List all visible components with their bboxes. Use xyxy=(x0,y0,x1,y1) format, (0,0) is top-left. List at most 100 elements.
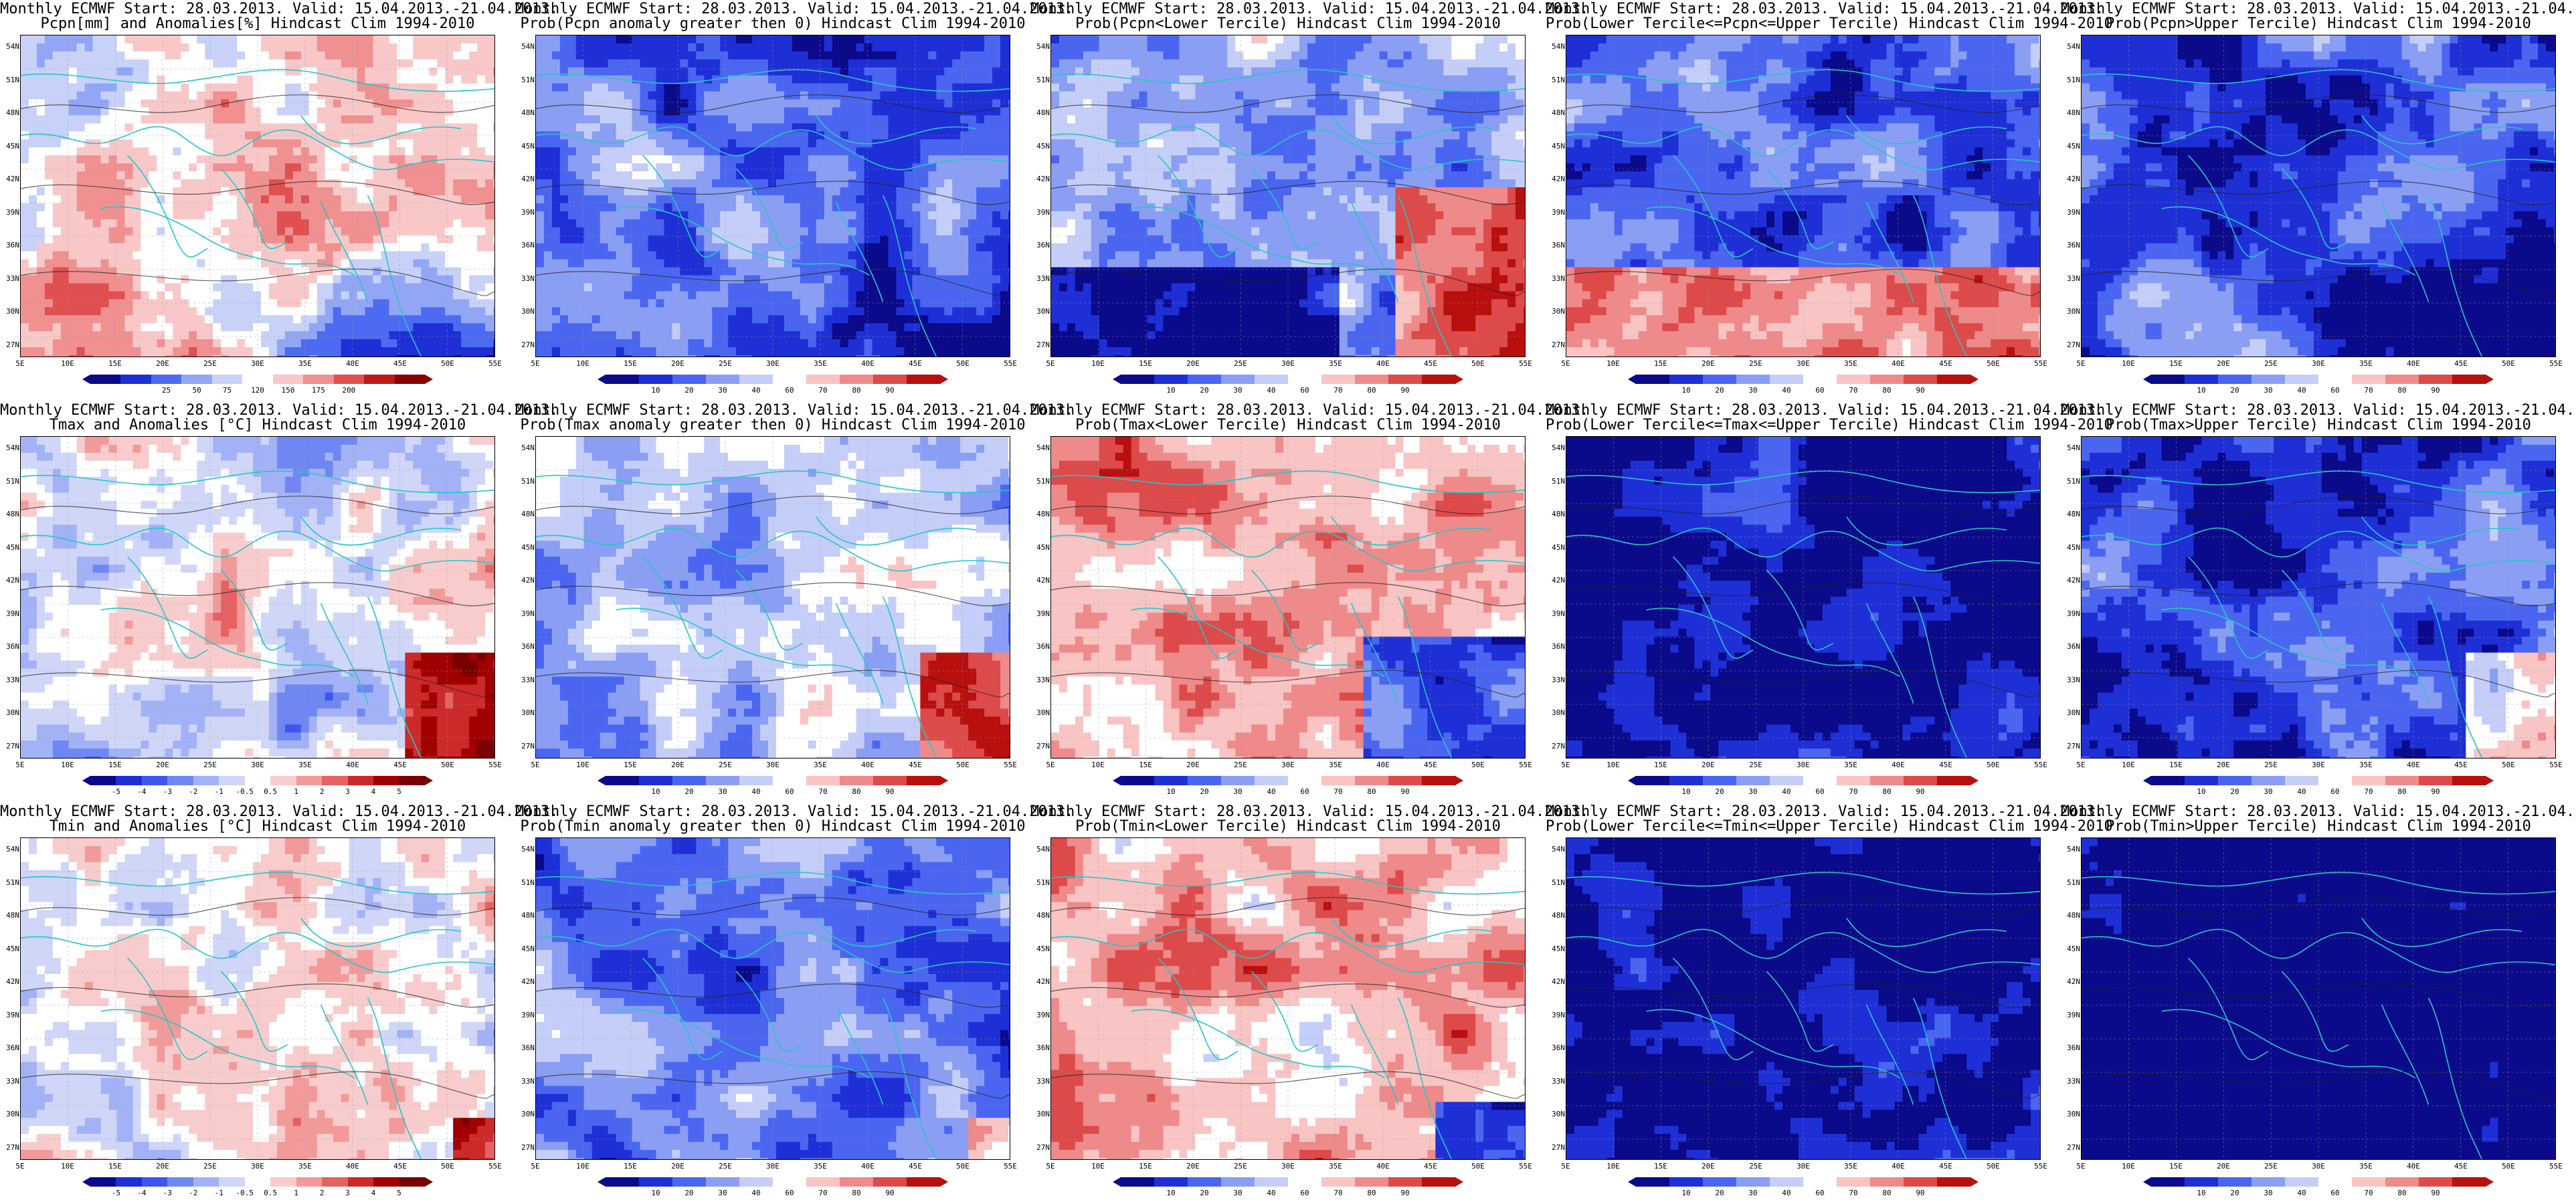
lon-tick-label: 15E xyxy=(2169,761,2183,769)
map-panel-prob-tmin-lower-tercile: Monthly ECMWF Start: 28.03.2013. Valid: … xyxy=(1030,803,1588,1204)
colorbar-tick-label: 70 xyxy=(1849,787,1857,796)
lon-tick-label: 50E xyxy=(1471,1162,1485,1171)
lat-tick-label: 36N xyxy=(1547,643,1565,651)
lon-tick-label: 45E xyxy=(909,1162,922,1171)
colorbar xyxy=(1121,375,1455,384)
panel-title-line2: Tmax and Anomalies [°C] Hindcast Clim 19… xyxy=(0,417,515,433)
lon-tick-label: 50E xyxy=(441,761,454,769)
colorbar-min-arrow xyxy=(2143,375,2151,384)
colorbar-segment xyxy=(2452,776,2486,785)
lon-tick-label: 20E xyxy=(1186,1162,1200,1171)
colorbar-tick-label: 150 xyxy=(282,386,295,395)
colorbar-min-arrow xyxy=(1628,375,1636,384)
lat-tick-label: 51N xyxy=(2062,477,2080,486)
lat-tick-label: 54N xyxy=(1,444,19,452)
lon-tick-label: 35E xyxy=(1329,359,1342,368)
lon-tick-label: 10E xyxy=(576,1162,589,1171)
lon-tick-label: 40E xyxy=(2407,359,2420,368)
colorbar-tick-label: 90 xyxy=(1916,787,1924,796)
colorbar-min-arrow xyxy=(597,1177,606,1187)
colorbar-segment xyxy=(2185,375,2218,384)
colorbar-tick-label: 80 xyxy=(2397,386,2406,395)
lat-tick-label: 45N xyxy=(2062,543,2080,552)
colorbar-segment xyxy=(907,375,940,384)
map-panel-tmax-anomaly: Monthly ECMWF Start: 28.03.2013. Valid: … xyxy=(0,401,558,803)
colorbar-segment xyxy=(1636,776,1669,785)
map-panel-prob-tmax-lower-tercile: Monthly ECMWF Start: 28.03.2013. Valid: … xyxy=(1030,401,1588,803)
lat-tick-label: 27N xyxy=(1,1144,19,1152)
colorbar-max-arrow xyxy=(2486,375,2494,384)
lat-tick-label: 45N xyxy=(1547,142,1565,150)
colorbar-segment xyxy=(2419,776,2452,785)
colorbar-segment xyxy=(773,776,806,785)
lon-tick-label: 25E xyxy=(1749,359,1762,368)
lon-tick-label: 50E xyxy=(1987,1162,2000,1171)
lon-tick-label: 25E xyxy=(203,761,217,769)
colorbar-segment xyxy=(1736,776,1770,785)
colorbar-tick-label: 30 xyxy=(2264,386,2272,395)
lon-tick-label: 15E xyxy=(108,359,122,368)
colorbar-min-arrow xyxy=(597,776,606,785)
colorbar-tick-label: 60 xyxy=(1300,787,1309,796)
lat-tick-label: 54N xyxy=(2062,43,2080,51)
colorbar-segment xyxy=(806,776,840,785)
colorbar-tick-label: 70 xyxy=(2364,386,2373,395)
lat-tick-label: 54N xyxy=(517,845,535,854)
lon-tick-label: 45E xyxy=(2454,1162,2468,1171)
lat-tick-label: 48N xyxy=(517,912,535,920)
lat-tick-label: 39N xyxy=(517,1011,535,1019)
lon-tick-label: 45E xyxy=(1939,761,1952,769)
lat-tick-label: 36N xyxy=(2062,643,2080,651)
lat-tick-label: 42N xyxy=(1547,978,1565,986)
lon-tick-label: 45E xyxy=(393,1162,407,1171)
colorbar-segment xyxy=(1321,776,1355,785)
lon-tick-label: 50E xyxy=(2502,359,2515,368)
lat-tick-label: 30N xyxy=(1,1110,19,1118)
lon-tick-label: 55E xyxy=(488,761,502,769)
colorbar-tick-label: 40 xyxy=(1782,787,1790,796)
colorbar-segment xyxy=(873,776,907,785)
colorbar-segment xyxy=(347,776,373,785)
lat-tick-label: 36N xyxy=(517,241,535,249)
colorbar-segment xyxy=(1837,1177,1870,1187)
lon-tick-label: 40E xyxy=(1376,761,1390,769)
colorbar-tick-label: 25 xyxy=(162,386,171,395)
lat-tick-label: 36N xyxy=(2062,241,2080,249)
colorbar-segment xyxy=(333,375,365,384)
lon-tick-label: 20E xyxy=(156,1162,169,1171)
lat-tick-label: 36N xyxy=(1032,241,1050,249)
colorbar-segment xyxy=(739,776,773,785)
colorbar-tick-label: 10 xyxy=(2197,386,2205,395)
colorbar-tick-label: -3 xyxy=(163,787,172,796)
colorbar-tick-label: 30 xyxy=(1233,1189,1242,1197)
colorbar-segment xyxy=(1636,375,1669,384)
colorbar-segment xyxy=(672,776,706,785)
colorbar-segment xyxy=(1904,776,1937,785)
lat-tick-label: 54N xyxy=(2062,444,2080,452)
lon-tick-label: 55E xyxy=(2549,761,2563,769)
panel-title-line2: Prob(Tmax<Lower Tercile) Hindcast Clim 1… xyxy=(1030,417,1546,433)
lon-tick-label: 40E xyxy=(346,761,359,769)
lon-tick-label: 50E xyxy=(956,359,970,368)
lon-tick-label: 50E xyxy=(441,359,454,368)
lon-tick-label: 45E xyxy=(1939,1162,1952,1171)
lon-tick-label: 55E xyxy=(1004,359,1017,368)
colorbar-tick-label: 90 xyxy=(1400,787,1409,796)
colorbar xyxy=(606,1177,940,1187)
lat-tick-label: 48N xyxy=(1,109,19,117)
colorbar-segment xyxy=(1904,375,1937,384)
forecast-map xyxy=(1566,837,2041,1160)
colorbar-tick-label: -1 xyxy=(215,787,223,796)
lon-tick-label: 20E xyxy=(2217,761,2230,769)
lon-tick-label: 5E xyxy=(1561,359,1570,368)
colorbar-max-arrow xyxy=(1455,375,1463,384)
lon-tick-label: 15E xyxy=(108,761,122,769)
colorbar-min-arrow xyxy=(2143,1177,2151,1187)
colorbar-segment xyxy=(2285,375,2318,384)
colorbar-segment xyxy=(2385,776,2419,785)
colorbar-tick-label: -4 xyxy=(137,1189,146,1197)
lat-tick-label: 51N xyxy=(1547,878,1565,887)
panel-title-line2: Prob(Pcpn anomaly greater then 0) Hindca… xyxy=(515,16,1030,32)
colorbar-tick-label: -3 xyxy=(163,1189,172,1197)
lat-tick-label: 54N xyxy=(1,845,19,854)
